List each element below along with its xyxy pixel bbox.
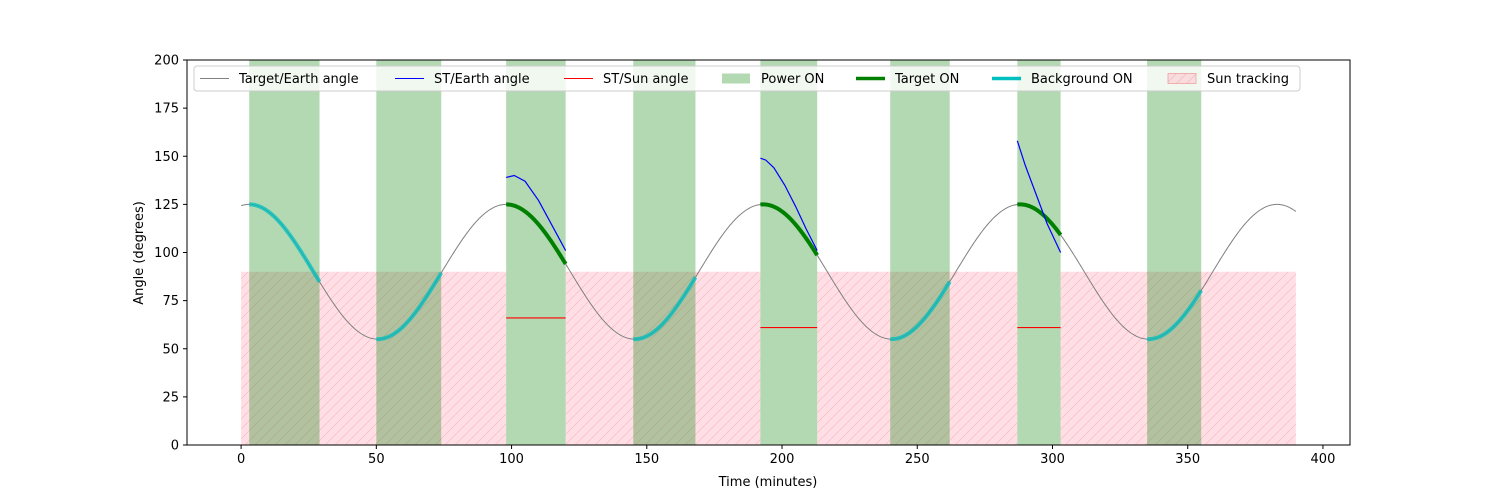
x-tick-label: 100 bbox=[499, 452, 524, 467]
x-tick-label: 300 bbox=[1040, 452, 1065, 467]
legend-label: Sun tracking bbox=[1207, 72, 1289, 87]
legend-item: Power ON bbox=[722, 72, 824, 87]
x-tick-label: 150 bbox=[634, 452, 659, 467]
sun-tracking-region bbox=[565, 271, 761, 445]
x-tick-label: 50 bbox=[368, 452, 385, 467]
legend-label: ST/Sun angle bbox=[603, 72, 689, 87]
legend-label: Target/Earth angle bbox=[238, 72, 359, 87]
y-tick-label: 175 bbox=[154, 102, 179, 117]
legend-item: ST/Earth angle bbox=[395, 72, 530, 87]
legend-box bbox=[193, 65, 1301, 92]
power-on-band bbox=[506, 60, 566, 445]
power-on-band bbox=[249, 60, 320, 445]
background-on-segment bbox=[633, 276, 698, 342]
y-tick-label: 0 bbox=[171, 439, 179, 454]
y-tick-label: 200 bbox=[154, 54, 179, 69]
sun-tracking-region bbox=[817, 271, 1018, 445]
target-on-segment bbox=[1017, 202, 1063, 237]
power-on-band bbox=[376, 60, 442, 445]
y-tick-label: 25 bbox=[162, 390, 179, 405]
legend-label: Background ON bbox=[1031, 72, 1133, 87]
background-on-segment bbox=[376, 271, 443, 342]
legend-item: Background ON bbox=[992, 72, 1133, 87]
power-on-band bbox=[1017, 60, 1061, 445]
legend-swatch bbox=[722, 73, 750, 84]
legend-item: Sun tracking bbox=[1167, 72, 1289, 87]
y-tick-label: 50 bbox=[162, 342, 179, 357]
y-tick-label: 100 bbox=[154, 246, 179, 261]
x-tick-label: 250 bbox=[905, 452, 930, 467]
st-earth-angle-line bbox=[1016, 140, 1062, 253]
power-on-band bbox=[760, 60, 818, 445]
y-tick-label: 150 bbox=[154, 150, 179, 165]
legend-label: Power ON bbox=[761, 72, 824, 87]
legend-item: Target ON bbox=[856, 72, 959, 87]
y-tick-label: 75 bbox=[162, 294, 179, 309]
x-tick-label: 200 bbox=[770, 452, 795, 467]
x-tick-label: 0 bbox=[237, 452, 245, 467]
legend-item: Target/Earth angle bbox=[200, 72, 359, 87]
y-axis-label: Angle (degrees) bbox=[132, 201, 147, 305]
power-on-band bbox=[633, 60, 696, 445]
sun-tracking-region bbox=[1060, 271, 1296, 445]
legend: Target/Earth angle ST/Earth angle ST/Sun a… bbox=[193, 65, 1301, 92]
st-earth-angle-line bbox=[506, 174, 567, 251]
st-earth-angle-line bbox=[760, 157, 818, 251]
x-tick-label: 350 bbox=[1175, 452, 1200, 467]
y-tick-label: 125 bbox=[154, 198, 179, 213]
legend-label: Target ON bbox=[894, 72, 959, 87]
sun-tracking-region bbox=[241, 271, 507, 445]
target-on-segment bbox=[760, 202, 819, 257]
power-on-band bbox=[890, 60, 950, 445]
target-on-segment bbox=[506, 202, 568, 266]
legend-item: ST/Sun angle bbox=[564, 72, 689, 87]
background-on-segment bbox=[890, 280, 952, 342]
x-tick-label: 400 bbox=[1311, 452, 1336, 467]
background-on-segment bbox=[249, 202, 322, 283]
x-axis-label: Time (minutes) bbox=[718, 475, 818, 490]
power-on-band bbox=[1147, 60, 1202, 445]
background-on-segment bbox=[1147, 289, 1203, 342]
legend-label: ST/Earth angle bbox=[434, 72, 530, 87]
